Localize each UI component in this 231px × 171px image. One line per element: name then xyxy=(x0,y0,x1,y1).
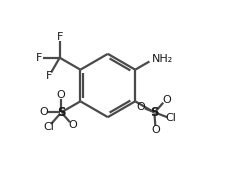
Text: O: O xyxy=(162,95,171,105)
Text: NH₂: NH₂ xyxy=(152,54,174,64)
Text: F: F xyxy=(36,53,42,63)
Text: Cl: Cl xyxy=(165,113,176,123)
Text: Cl: Cl xyxy=(44,122,55,132)
Text: O: O xyxy=(137,102,146,112)
Text: O: O xyxy=(57,90,66,100)
Text: S: S xyxy=(150,106,159,119)
Text: S: S xyxy=(57,106,65,119)
Text: O: O xyxy=(151,124,160,135)
Text: F: F xyxy=(57,32,63,42)
Text: O: O xyxy=(39,107,48,117)
Text: O: O xyxy=(69,120,78,130)
Text: F: F xyxy=(46,71,52,81)
